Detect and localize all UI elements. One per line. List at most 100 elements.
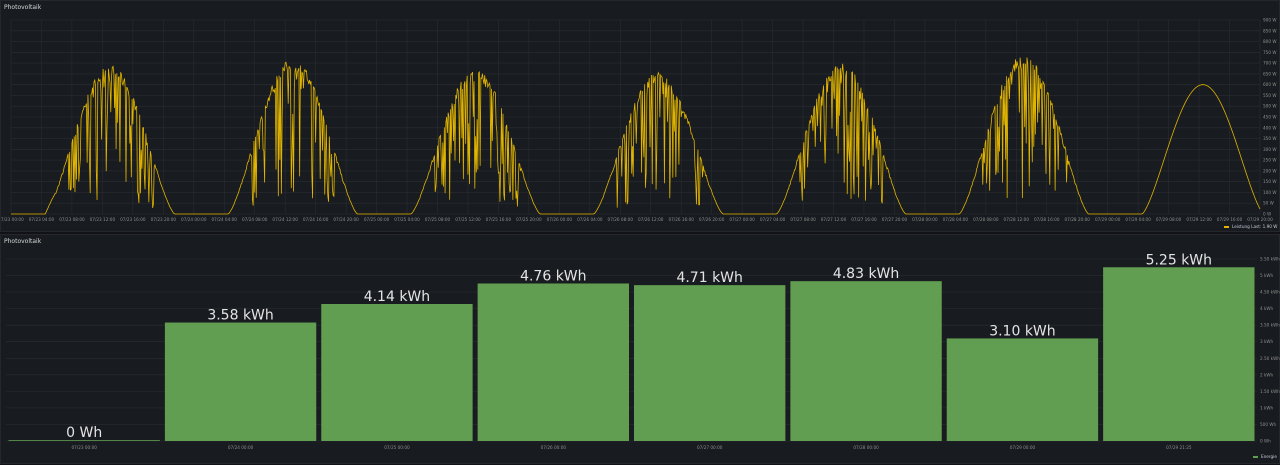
bar-legend[interactable]: Energie [1253,454,1277,459]
x-tick-label: 07/25 20:00 [516,217,542,222]
y-tick-label: 2 kWh [1260,372,1274,377]
y-tick-label: 200 W [1263,168,1276,173]
x-tick-label: 07/29 00:00 [1095,217,1121,222]
x-tick-label: 07/26 00:00 [547,217,573,222]
y-tick-label: 0 W [1263,212,1271,217]
x-tick-label: 07/29 12:00 [1186,217,1212,222]
x-tick-label: 07/28 16:00 [1034,217,1060,222]
y-tick-label: 4 kWh [1260,306,1274,311]
y-tick-label: 1 kWh [1260,405,1274,410]
y-tick-label: 800 W [1263,39,1276,44]
bar [1103,267,1255,441]
bar-value-label: 4.83 kWh [833,266,899,282]
x-tick-label: 07/27 12:00 [821,217,847,222]
legend-label-leistung: Leistung Last: 1.90 W [1232,224,1278,229]
y-tick-label: 3 kWh [1260,339,1274,344]
x-tick-label: 07/25 04:00 [394,217,420,222]
x-tick-label: 07/29 08:00 [1156,217,1182,222]
x-tick-label: 07/24 00:00 [228,445,254,450]
y-tick-label: 100 W [1263,190,1276,195]
line-chart: 0 W 50 W 100 W 150 W 200 W 250 W 300 W 350 W 400… [1,18,1276,223]
x-tick-label: 07/24 00:00 [181,217,207,222]
x-tick-label: 07/26 16:00 [668,217,694,222]
x-tick-label: 07/26 08:00 [608,217,634,222]
bar-chart-title: Photovoltaik [4,238,42,245]
y-tick-label: 5.50 kWh [1260,257,1280,262]
line-legend[interactable]: Leistung Last: 1.90 W [1224,224,1277,229]
x-tick-label: 07/28 20:00 [1064,217,1090,222]
x-tick-label: 07/26 04:00 [577,217,603,222]
x-tick-label: 07/27 00:00 [697,445,723,450]
x-tick-label: 07/27 20:00 [882,217,908,222]
y-tick-label: 0 Wh [1260,439,1271,444]
x-tick-label: 07/25 16:00 [486,217,512,222]
x-tick-label: 07/27 08:00 [790,217,816,222]
bar [790,281,942,441]
y-tick-label: 900 W [1263,18,1276,23]
x-tick-label: 07/28 00:00 [912,217,938,222]
y-tick-label: 250 W [1263,158,1276,163]
x-tick-label: 07/24 08:00 [242,217,268,222]
x-tick-label: 07/25 00:00 [364,217,390,222]
x-tick-label: 07/29 20:00 [1247,217,1273,222]
y-tick-label: 700 W [1263,61,1276,66]
bar-value-label: 3.10 kWh [989,323,1055,339]
legend-swatch-energie [1253,455,1258,458]
x-tick-label: 07/24 04:00 [212,217,238,222]
y-tick-label: 1.50 kWh [1260,389,1280,394]
bar-chart: 0 Wh 500 Wh 1 kWh 1.50 kWh 2 kWh 2.50 kWh 3 kW… [6,252,1280,450]
x-tick-label: 07/23 04:00 [29,217,55,222]
y-tick-label: 750 W [1263,50,1276,55]
x-tick-label: 07/29 16:00 [1217,217,1243,222]
x-tick-label: 07/29 21:25 [1166,445,1192,450]
y-tick-label: 550 W [1263,93,1276,98]
x-tick-label: 07/23 20:00 [151,217,177,222]
line-chart-title: Photovoltaik [4,4,42,11]
x-tick-label: 07/23 00:00 [71,445,97,450]
x-tick-label: 07/23 08:00 [59,217,85,222]
y-tick-label: 500 W [1263,104,1276,109]
y-tick-label: 2.50 kWh [1260,356,1280,361]
x-tick-label: 07/28 00:00 [853,445,879,450]
y-tick-label: 600 W [1263,82,1276,87]
y-tick-label: 150 W [1263,179,1276,184]
x-tick-label: 07/28 12:00 [1004,217,1030,222]
y-tick-label: 500 Wh [1260,422,1276,427]
y-tick-label: 50 W [1263,201,1274,206]
x-tick-label: 07/24 20:00 [333,217,359,222]
x-tick-label: 07/26 00:00 [541,445,567,450]
bar-value-label: 4.14 kWh [364,289,430,305]
x-tick-label: 07/27 16:00 [851,217,877,222]
x-tick-label: 07/26 20:00 [699,217,725,222]
bar [321,304,473,441]
x-tick-label: 07/25 08:00 [425,217,451,222]
y-tick-label: 400 W [1263,125,1276,130]
y-tick-label: 5 kWh [1260,273,1274,278]
y-tick-label: 450 W [1263,115,1276,120]
x-tick-label: 07/25 12:00 [455,217,481,222]
y-tick-label: 350 W [1263,136,1276,141]
series-line-leistung [11,57,1261,215]
bar-value-label: 0 Wh [66,425,102,441]
x-tick-label: 07/27 00:00 [729,217,755,222]
y-tick-label: 300 W [1263,147,1276,152]
bar-chart-panel: Photovoltaik 0 Wh 500 Wh 1 kWh 1.50 kWh 2 kW… [0,234,1280,464]
bar-value-label: 3.58 kWh [207,308,273,324]
x-tick-label: 07/28 04:00 [943,217,969,222]
bar [164,322,317,441]
x-tick-label: 07/25 00:00 [384,445,410,450]
y-tick-label: 650 W [1263,71,1276,76]
y-tick-label: 850 W [1263,28,1276,33]
x-tick-label: 07/29 04:00 [1125,217,1151,222]
x-tick-label: 07/27 04:00 [760,217,786,222]
bar [634,285,786,441]
x-tick-label: 07/23 00:00 [1,217,24,222]
y-tick-label: 4.50 kWh [1260,290,1280,295]
legend-swatch-leistung [1224,225,1229,228]
y-tick-label: 3.50 kWh [1260,323,1280,328]
bar [477,283,629,441]
x-tick-label: 07/24 16:00 [303,217,329,222]
x-tick-label: 07/29 00:00 [1010,445,1036,450]
x-tick-label: 07/24 12:00 [272,217,298,222]
bar-value-label: 5.25 kWh [1146,252,1212,268]
